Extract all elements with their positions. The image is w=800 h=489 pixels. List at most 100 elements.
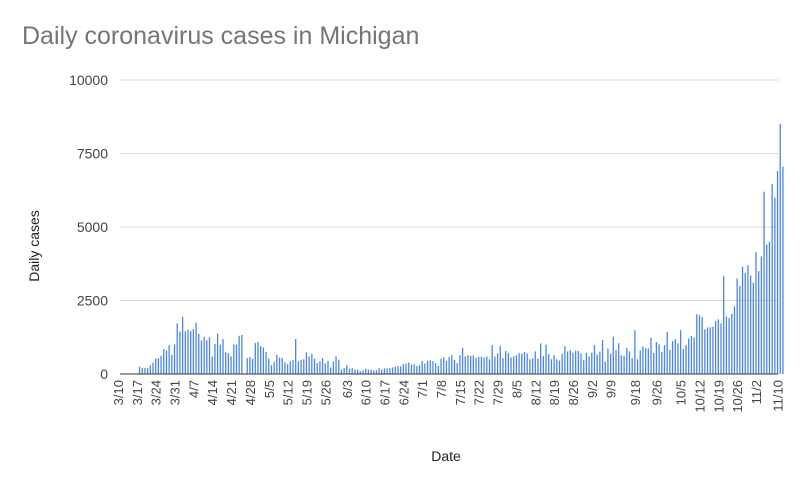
data-bar xyxy=(346,365,348,374)
data-bar xyxy=(278,357,281,374)
data-bar xyxy=(569,350,571,374)
data-bar xyxy=(760,256,763,374)
x-tick-label: 5/19 xyxy=(299,380,314,405)
data-bar xyxy=(303,359,305,374)
x-tick-label: 11/2 xyxy=(749,380,764,404)
data-bar xyxy=(561,353,563,374)
x-tick-label: 3/24 xyxy=(149,380,164,405)
data-bar xyxy=(488,359,491,374)
data-bar xyxy=(375,370,378,374)
x-tick-label: 9/18 xyxy=(628,380,643,405)
data-bar xyxy=(327,360,329,374)
data-bar xyxy=(755,251,757,374)
data-bar xyxy=(181,316,184,374)
data-bar xyxy=(537,358,539,374)
data-bar xyxy=(782,166,784,374)
data-bar xyxy=(260,346,262,374)
data-bar xyxy=(284,362,286,374)
data-bar xyxy=(386,368,388,374)
x-tick-label: 3/10 xyxy=(111,380,126,405)
data-bar xyxy=(749,275,752,374)
data-bar xyxy=(539,343,542,374)
data-bar xyxy=(534,351,536,374)
data-bar xyxy=(456,363,458,374)
data-bar xyxy=(478,356,480,374)
data-bar xyxy=(725,316,728,374)
data-bar xyxy=(184,331,186,374)
x-tick-label: 3/17 xyxy=(130,380,145,405)
data-bar xyxy=(669,349,671,374)
data-bar xyxy=(440,358,442,374)
data-bar xyxy=(437,365,439,374)
data-bar xyxy=(628,351,631,374)
x-axis-title: Date xyxy=(431,448,461,464)
data-bar xyxy=(601,340,604,374)
data-bar xyxy=(696,314,698,374)
data-bar xyxy=(216,333,219,374)
gridlines xyxy=(120,79,778,301)
x-tick-label: 7/29 xyxy=(491,380,506,405)
data-bar xyxy=(383,368,386,374)
data-bar xyxy=(335,356,337,374)
data-bar xyxy=(585,352,588,374)
x-tick-label: 4/21 xyxy=(224,380,239,405)
bar-series xyxy=(138,124,784,374)
data-bar xyxy=(521,353,523,374)
data-bar xyxy=(292,360,294,374)
y-tick-label: 2500 xyxy=(77,293,108,309)
y-axis-title: Daily cases xyxy=(26,210,42,282)
data-bar xyxy=(494,356,496,374)
data-bar xyxy=(311,353,313,374)
data-bar xyxy=(165,350,168,374)
data-bar xyxy=(505,351,507,374)
data-bar xyxy=(593,345,596,374)
chart-title: Daily coronavirus cases in Michigan xyxy=(22,22,420,50)
data-bar xyxy=(367,369,370,374)
data-bar xyxy=(470,355,472,374)
data-bar xyxy=(717,319,719,374)
data-bar xyxy=(421,361,423,374)
data-bar xyxy=(190,331,192,374)
data-bar xyxy=(615,349,617,374)
x-tick-label: 9/26 xyxy=(649,380,664,405)
data-bar xyxy=(774,197,776,374)
data-bar xyxy=(609,353,612,374)
data-bar xyxy=(747,265,749,374)
data-bar xyxy=(146,367,149,374)
data-bar xyxy=(338,359,340,374)
data-bar xyxy=(246,358,248,374)
data-bar xyxy=(510,357,512,374)
data-bar xyxy=(679,330,682,374)
data-bar xyxy=(203,336,205,374)
data-bar xyxy=(155,358,157,374)
data-bar xyxy=(429,360,431,374)
data-bar xyxy=(340,369,343,374)
data-bar xyxy=(741,266,744,374)
data-bar xyxy=(658,344,660,374)
data-bar xyxy=(650,337,652,374)
data-bar xyxy=(776,171,779,374)
data-bar xyxy=(566,351,569,374)
data-bar xyxy=(305,352,308,374)
data-bar xyxy=(752,282,754,374)
data-bar xyxy=(712,326,714,374)
data-bar xyxy=(647,348,649,374)
data-bar xyxy=(251,359,254,374)
data-bar xyxy=(394,366,396,374)
data-bar xyxy=(391,367,394,374)
data-bar xyxy=(644,348,647,374)
data-bar xyxy=(688,338,690,374)
data-bar xyxy=(424,363,426,374)
x-tick-label: 5/26 xyxy=(318,380,333,405)
data-bar xyxy=(249,356,251,374)
data-bar xyxy=(268,358,270,374)
data-bar xyxy=(766,244,768,374)
data-bar xyxy=(607,348,609,374)
data-bar xyxy=(623,356,625,374)
data-bar xyxy=(720,323,722,374)
data-bar xyxy=(548,354,550,374)
x-tick-label: 8/5 xyxy=(509,380,524,398)
x-tick-label: 7/8 xyxy=(434,380,449,398)
data-bar xyxy=(138,366,141,374)
data-bar xyxy=(235,344,238,374)
